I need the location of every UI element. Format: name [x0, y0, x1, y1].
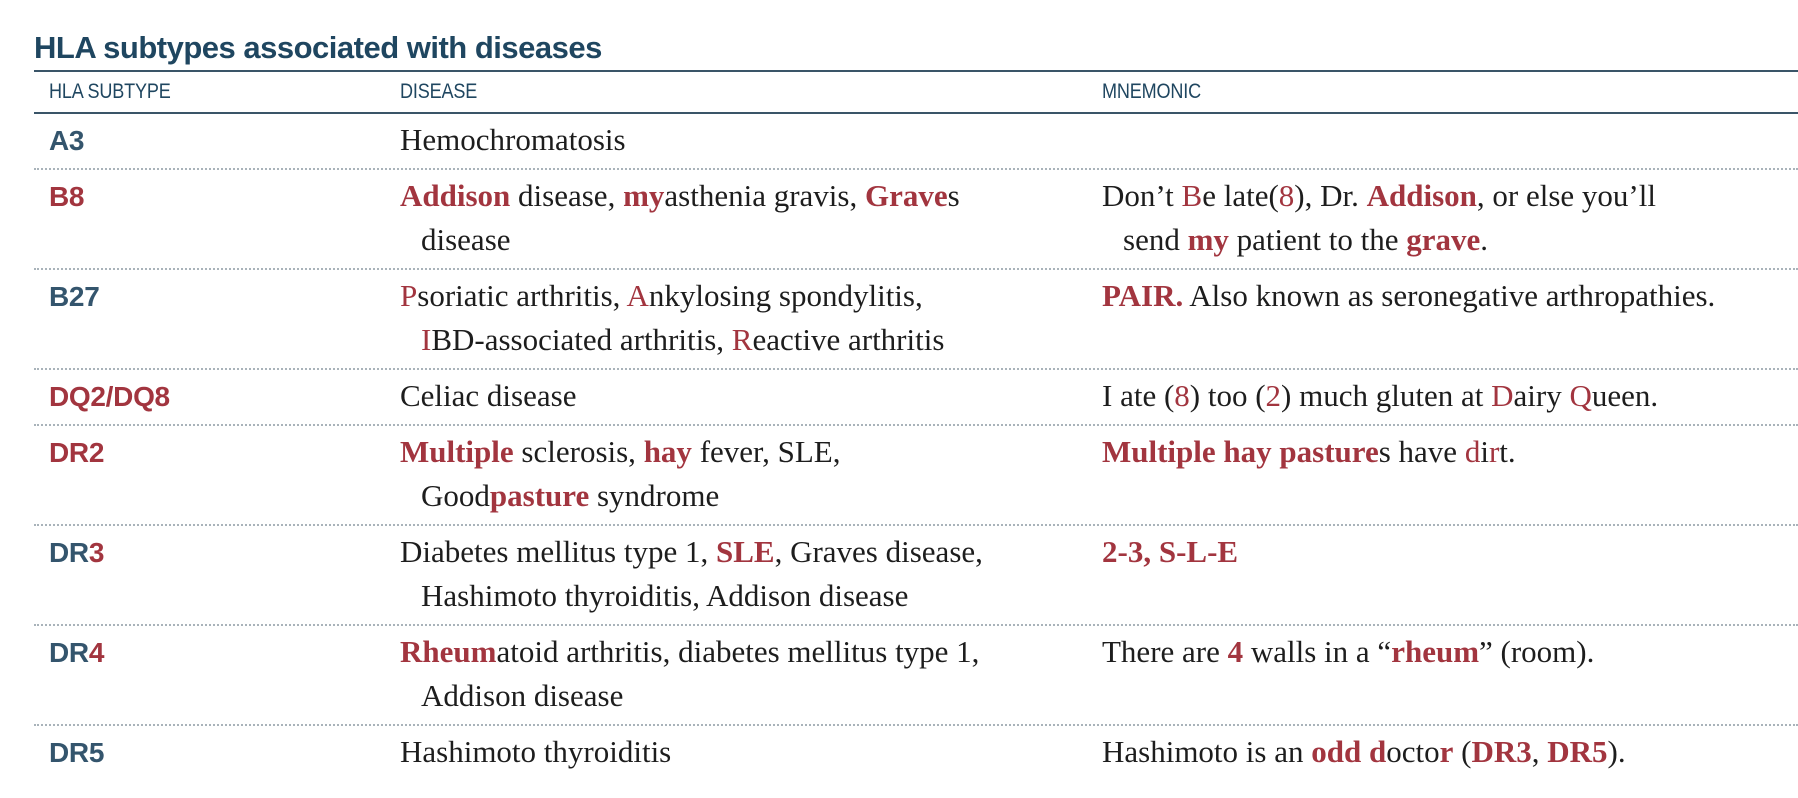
mnemonic-cell: Don’t Be late(8), Dr. Addison, or else y…: [1102, 170, 1798, 268]
disease-line: Hemochromatosis: [400, 122, 626, 157]
disease-line: Rheumatoid arthritis, diabetes mellitus …: [400, 634, 980, 669]
table-row: DR3 Diabetes mellitus type 1, SLE, Grave…: [34, 526, 1798, 626]
subtype-cell: B27: [49, 281, 100, 312]
disease-line: Psoriatic arthritis, Ankylosing spondyli…: [400, 278, 923, 313]
table-row: A3 Hemochromatosis: [34, 114, 1798, 170]
header-disease: DISEASE: [400, 80, 478, 103]
table-row: DR4 Rheumatoid arthritis, diabetes melli…: [34, 626, 1798, 726]
disease-cell: Psoriatic arthritis, Ankylosing spondyli…: [400, 270, 1102, 368]
disease-line-continued: Hashimoto thyroiditis, Addison disease: [421, 578, 909, 613]
disease-cell: Hemochromatosis: [400, 114, 1102, 168]
header-cell-disease-wrap: DISEASE: [400, 80, 1102, 104]
header-cell-subtype-wrap: HLA SUBTYPE: [34, 80, 400, 104]
disease-line: Hashimoto thyroiditis: [400, 734, 672, 769]
table-header-row: HLA SUBTYPE DISEASE MNEMONIC: [34, 72, 1798, 114]
subtype-cell: DR3: [49, 537, 105, 568]
table-row: B8 Addison disease, myasthenia gravis, G…: [34, 170, 1798, 270]
table-row: B27 Psoriatic arthritis, Ankylosing spon…: [34, 270, 1798, 370]
header-cell-mnemonic-wrap: MNEMONIC: [1102, 80, 1798, 104]
mnemonic-line: 2-3, S-L-E: [1102, 534, 1239, 569]
header-mnemonic: MNEMONIC: [1102, 80, 1201, 103]
subtype-cell: DR4: [49, 637, 105, 668]
disease-line: Diabetes mellitus type 1, SLE, Graves di…: [400, 534, 983, 569]
mnemonic-line: PAIR. Also known as seronegative arthrop…: [1102, 278, 1716, 313]
subtype-cell: DR5: [49, 737, 105, 768]
mnemonic-cell: There are 4 walls in a “rheum” (room).: [1102, 626, 1798, 724]
disease-cell: Rheumatoid arthritis, diabetes mellitus …: [400, 626, 1102, 724]
mnemonic-cell: [1102, 114, 1798, 168]
table-row: DR2 Multiple sclerosis, hay fever, SLE, …: [34, 426, 1798, 526]
subtype-cell: A3: [49, 125, 85, 156]
hla-table: HLA SUBTYPE DISEASE MNEMONIC A3 Hemochro…: [34, 70, 1798, 784]
disease-line-continued: Goodpasture syndrome: [421, 478, 720, 513]
subtype-cell: DQ2/DQ8: [49, 381, 170, 412]
table-row: DQ2/DQ8 Celiac disease I ate (8) too (2)…: [34, 370, 1798, 426]
disease-line: Multiple sclerosis, hay fever, SLE,: [400, 434, 841, 469]
disease-cell: Celiac disease: [400, 370, 1102, 424]
hla-table-page: HLA subtypes associated with diseases HL…: [34, 0, 1798, 784]
mnemonic-line: I ate (8) too (2) much gluten at Dairy Q…: [1102, 378, 1659, 413]
disease-cell: Addison disease, myasthenia gravis, Grav…: [400, 170, 1102, 268]
mnemonic-cell: Hashimoto is an odd doctor (DR3, DR5).: [1102, 726, 1798, 784]
table-title: HLA subtypes associated with diseases: [34, 30, 602, 65]
mnemonic-line: Multiple hay pastures have dirt.: [1102, 434, 1516, 469]
disease-line-continued: Addison disease: [421, 678, 624, 713]
mnemonic-line: Don’t Be late(8), Dr. Addison, or else y…: [1102, 178, 1656, 213]
disease-cell: Diabetes mellitus type 1, SLE, Graves di…: [400, 526, 1102, 624]
subtype-cell: DR2: [49, 437, 105, 468]
mnemonic-line: There are 4 walls in a “rheum” (room).: [1102, 634, 1595, 669]
disease-line-continued: IBD-associated arthritis, Reactive arthr…: [421, 322, 945, 357]
disease-line: Celiac disease: [400, 378, 577, 413]
mnemonic-cell: 2-3, S-L-E: [1102, 526, 1798, 624]
mnemonic-cell: PAIR. Also known as seronegative arthrop…: [1102, 270, 1798, 368]
header-subtype: HLA SUBTYPE: [49, 80, 171, 103]
disease-line: Addison disease, myasthenia gravis, Grav…: [400, 178, 960, 213]
disease-line-continued: disease: [421, 222, 511, 257]
mnemonic-line-continued: send my patient to the grave.: [1123, 222, 1489, 257]
mnemonic-cell: I ate (8) too (2) much gluten at Dairy Q…: [1102, 370, 1798, 424]
subtype-cell: B8: [49, 181, 85, 212]
mnemonic-cell: Multiple hay pastures have dirt.: [1102, 426, 1798, 524]
disease-cell: Multiple sclerosis, hay fever, SLE, Good…: [400, 426, 1102, 524]
disease-cell: Hashimoto thyroiditis: [400, 726, 1102, 784]
mnemonic-line: Hashimoto is an odd doctor (DR3, DR5).: [1102, 734, 1626, 769]
table-row: DR5 Hashimoto thyroiditis Hashimoto is a…: [34, 726, 1798, 784]
